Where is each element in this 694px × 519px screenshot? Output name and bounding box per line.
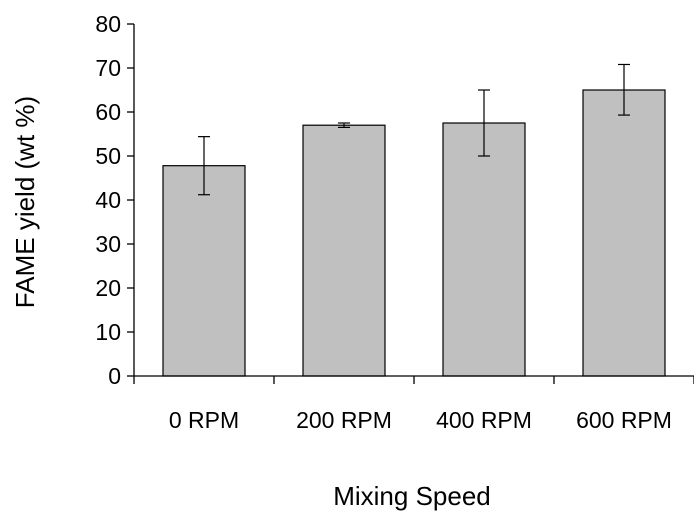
bar	[302, 124, 386, 377]
x-tick-label: 600 RPM	[576, 407, 672, 433]
y-tick-label: 40	[95, 187, 121, 213]
y-axis-title: FAME yield (wt %)	[10, 96, 40, 308]
bar	[442, 122, 526, 377]
y-tick-label: 20	[95, 275, 121, 301]
x-tick-label: 200 RPM	[296, 407, 392, 433]
bar	[582, 89, 666, 377]
x-tick-label: 400 RPM	[436, 407, 532, 433]
y-tick-label: 0	[108, 363, 121, 389]
y-tick-label: 60	[95, 99, 121, 125]
y-tick-label: 30	[95, 231, 121, 257]
y-tick-label: 10	[95, 319, 121, 345]
y-tick-label: 80	[95, 11, 121, 37]
x-axis-title: Mixing Speed	[333, 481, 491, 511]
x-tick-label: 0 RPM	[169, 407, 239, 433]
plot-area	[162, 63, 666, 377]
y-tick-label: 70	[95, 55, 121, 81]
axes: 0 RPM 200 RPM 400 RPM 600 RPM 0 10 20 30 40 50 60 7…	[95, 11, 694, 433]
y-tick-label: 50	[95, 143, 121, 169]
bar	[162, 165, 246, 377]
